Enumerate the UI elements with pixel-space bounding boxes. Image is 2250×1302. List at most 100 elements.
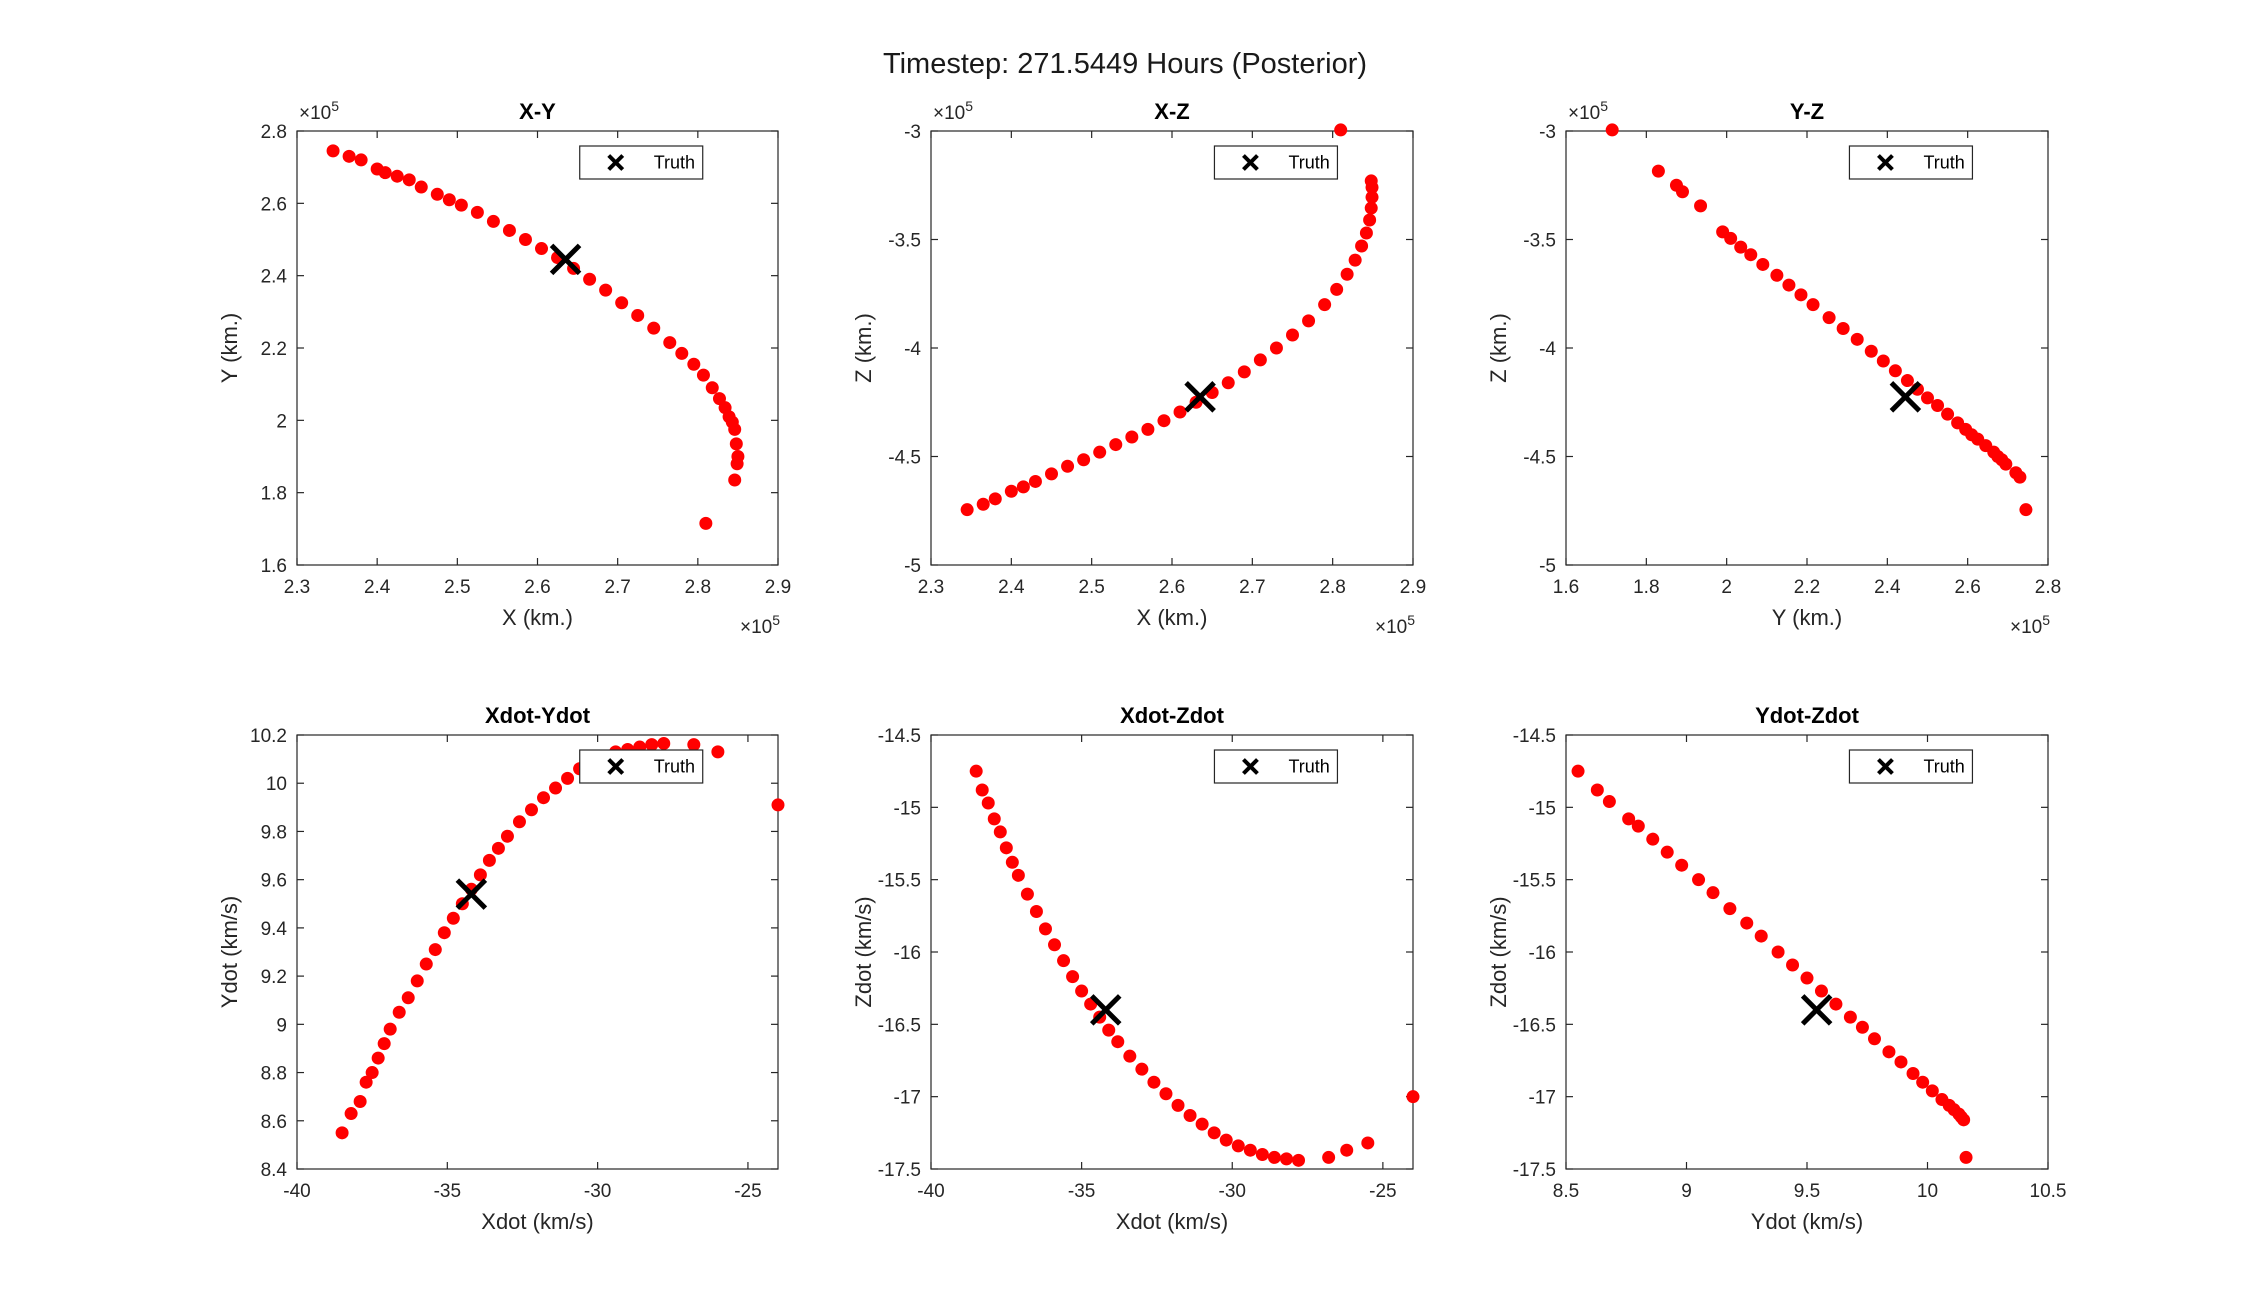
data-point	[428, 943, 442, 957]
data-point	[1806, 298, 1820, 312]
x-tick-label: -30	[1219, 1181, 1246, 1202]
data-point	[454, 198, 468, 212]
data-point	[1363, 213, 1377, 227]
data-point	[1340, 1143, 1354, 1157]
legend-label: Truth	[1288, 757, 1329, 777]
y-tick-label: 9.6	[261, 871, 287, 892]
data-point	[344, 1107, 358, 1121]
data-point	[1724, 231, 1738, 245]
data-point	[728, 473, 742, 487]
x-tick-label: 10.5	[2030, 1181, 2067, 1202]
data-point	[1770, 268, 1784, 282]
data-point	[1957, 1113, 1971, 1127]
y-tick-label: -14.5	[878, 726, 921, 747]
legend: Truth	[1213, 145, 1339, 180]
x-tick-label: 9	[1681, 1181, 1692, 1202]
x-tick-label: -40	[917, 1181, 944, 1202]
x-tick-label: 2	[1721, 577, 1732, 598]
y-tick-label: -16	[894, 943, 921, 964]
data-point	[1740, 916, 1754, 930]
axes-box	[1565, 130, 2049, 566]
data-point	[1171, 1098, 1185, 1112]
data-point	[988, 492, 1002, 506]
data-point	[1016, 480, 1030, 494]
subplot-6: 8.5 9 9.5 10 10.5 -17.5 -17 -16.5 -16 -15.5 -15 -14…	[1486, 703, 2066, 1234]
data-point	[1286, 328, 1299, 342]
data-point	[696, 368, 710, 382]
subplot-3: 1.6 1.8 2 2.2 2.4 2.6 2.8 -5 -4.5 -4 -3.5 -3 ×105 ×10…	[1486, 98, 2061, 638]
y-tick-label: -3.5	[888, 231, 921, 252]
data-point	[663, 336, 677, 350]
x-tick-label: 2.5	[444, 577, 470, 598]
x-tick-label: 2.7	[1239, 577, 1265, 598]
data-point	[1631, 819, 1645, 833]
data-point	[2013, 470, 2027, 484]
data-point	[1057, 954, 1071, 968]
data-point	[378, 166, 392, 180]
data-point	[1195, 1117, 1209, 1131]
subplot-title: X-Z	[1154, 99, 1189, 124]
legend-box	[579, 145, 704, 180]
data-point	[446, 911, 460, 925]
subplot-4: -40 -35 -30 -25 8.4 8.6 8.8 9 9.2 9.4 9.6 9.8 10 10.2…	[217, 703, 785, 1234]
data-point	[1011, 868, 1025, 882]
x-tick-label: 10	[1917, 1181, 1938, 1202]
data-point	[390, 169, 404, 183]
y-tick-label: 9.4	[261, 919, 288, 940]
data-point	[1706, 886, 1720, 900]
data-point	[1692, 873, 1706, 887]
y-axis-label: Zdot (km/s)	[851, 896, 876, 1007]
data-point	[1894, 1055, 1908, 1069]
data-point	[647, 321, 661, 335]
data-point	[414, 180, 428, 194]
data-point	[1004, 484, 1018, 498]
y-tick-label: 8.8	[261, 1064, 287, 1085]
y-tick-label: 1.6	[261, 556, 287, 577]
data-point	[392, 1005, 406, 1019]
data-point	[1876, 354, 1890, 368]
y-tick-label: -17	[894, 1088, 921, 1109]
truth-marker	[1800, 994, 1833, 1026]
subplot-2: 2.3 2.4 2.5 2.6 2.7 2.8 2.9 -5 -4.5 -4 -3.5 -3 ×105 ×…	[851, 98, 1426, 638]
y-tick-label: 2.8	[261, 122, 287, 143]
data-point	[1269, 341, 1283, 355]
x-tick-label: 9.5	[1794, 1181, 1820, 1202]
data-point	[502, 223, 516, 237]
legend: Truth	[579, 145, 704, 180]
legend-label: Truth	[654, 153, 695, 173]
data-point	[1207, 1126, 1221, 1140]
subplot-1: 2.3 2.4 2.5 2.6 2.7 2.8 2.9 1.6 1.8 2 2.2 2.4 2.6 2.8…	[217, 98, 791, 638]
data-point	[969, 764, 983, 778]
x-tick-label: -35	[434, 1181, 461, 1202]
data-point	[524, 803, 538, 817]
data-point	[728, 422, 742, 436]
data-point	[1800, 971, 1814, 985]
data-point	[1029, 904, 1043, 918]
data-point	[354, 153, 368, 167]
data-point	[1048, 938, 1062, 952]
x-axis-label: Xdot (km/s)	[481, 1209, 593, 1234]
x-tick-label: 2.5	[1078, 577, 1104, 598]
y-tick-label: -4	[904, 339, 921, 360]
data-point	[981, 796, 995, 810]
axes-box	[930, 130, 1414, 566]
legend-box	[1848, 145, 1974, 180]
data-point	[1302, 314, 1316, 328]
y-tick-label: 9.2	[261, 967, 287, 988]
data-point	[342, 149, 356, 163]
x-tick-label: 2.2	[1794, 577, 1820, 598]
x-axis-exponent: ×105	[1375, 612, 1415, 638]
data-point	[1406, 1090, 1420, 1104]
figure-title: Timestep: 271.5449 Hours (Posterior)	[882, 48, 1368, 80]
data-point	[1622, 812, 1636, 826]
data-point	[1882, 1045, 1896, 1059]
data-point	[442, 193, 456, 207]
data-point	[987, 812, 1001, 826]
subplot-title: Ydot-Zdot	[1755, 703, 1860, 728]
y-axis-label: Z (km.)	[1486, 313, 1511, 383]
data-point	[1359, 226, 1373, 240]
data-point	[615, 296, 629, 310]
y-tick-label: 8.6	[261, 1112, 287, 1133]
y-tick-label: -3	[1539, 122, 1556, 143]
y-tick-label: 9.8	[261, 822, 287, 843]
